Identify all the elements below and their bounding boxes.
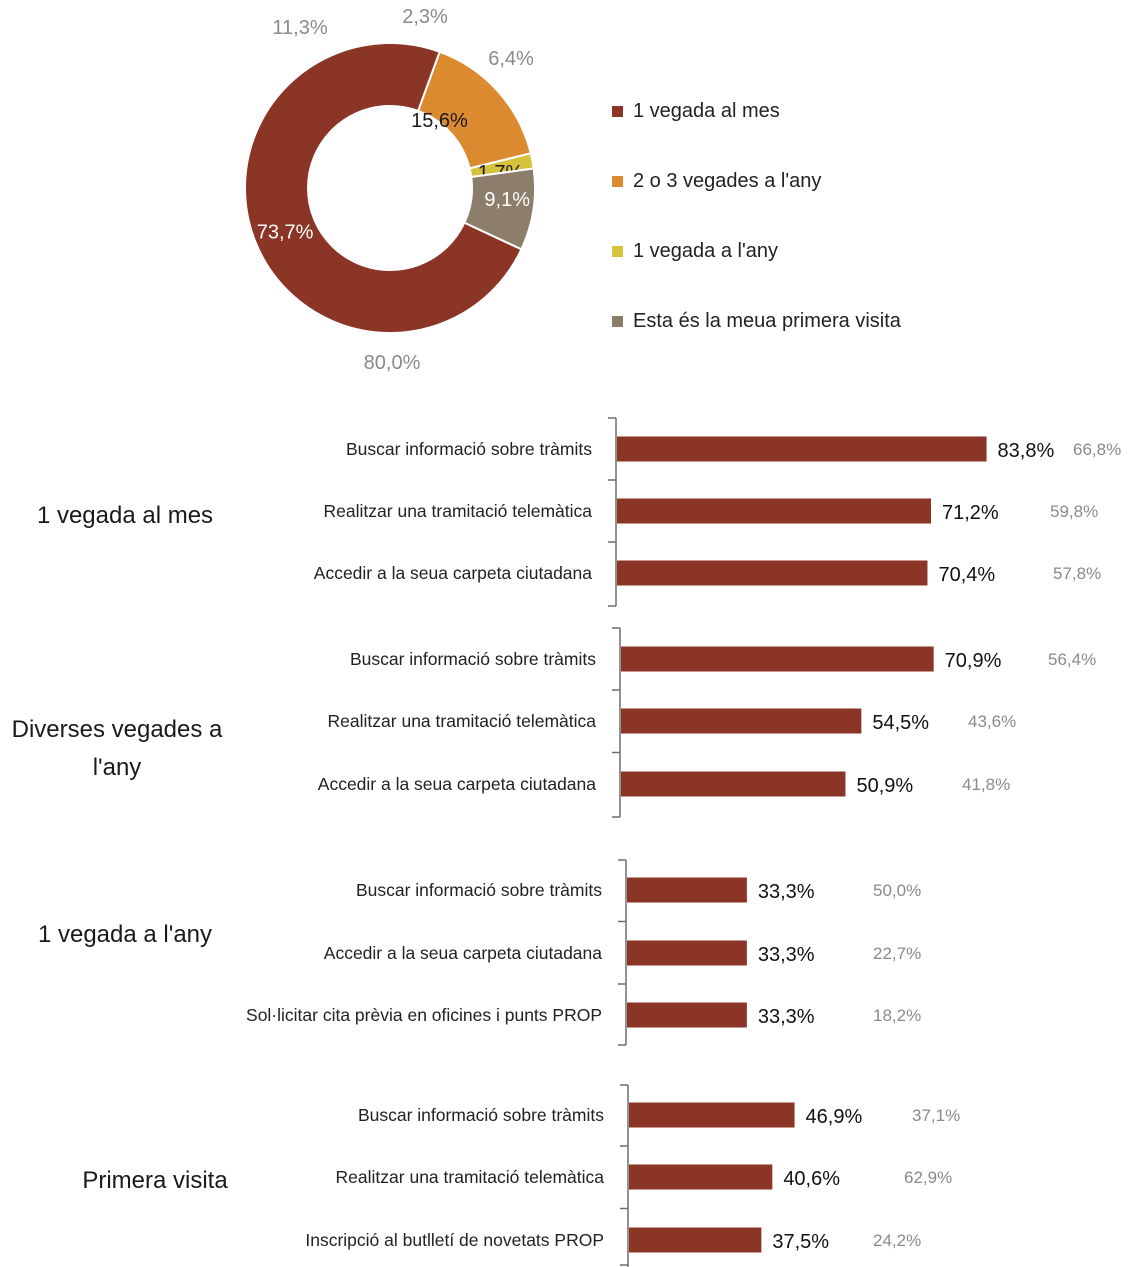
legend-label-yearly: 1 vegada a l'any bbox=[633, 239, 779, 262]
bar-category-label: Buscar informació sobre tràmits bbox=[350, 649, 596, 669]
legend-swatch-first bbox=[612, 315, 623, 327]
group-title-yearly: 1 vegada a l'any bbox=[37, 921, 213, 948]
bar-comparison-label: 24,2% bbox=[873, 1231, 921, 1250]
bar-value-label: 70,4% bbox=[938, 564, 995, 586]
bar bbox=[621, 646, 934, 672]
bar-comparison-label: 62,9% bbox=[904, 1168, 952, 1187]
bar bbox=[629, 1102, 795, 1128]
bar-comparison-label: 41,8% bbox=[962, 775, 1010, 794]
bar-category-label: Realitzar una tramitació telemàtica bbox=[328, 711, 597, 731]
bar-comparison-label: 59,8% bbox=[1050, 502, 1098, 521]
donut-value-label: 15,6% bbox=[411, 110, 468, 132]
bar-comparison-label: 50,0% bbox=[873, 881, 921, 900]
donut-slice bbox=[462, 167, 536, 251]
bar-comparison-label: 57,8% bbox=[1053, 564, 1101, 583]
donut-comparison-label: 11,3% bbox=[272, 17, 327, 39]
donut-comparison-label: 6,4% bbox=[488, 48, 534, 70]
legend-item-monthly: 1 vegada al mes bbox=[612, 76, 901, 146]
group-title-first: Primera visita bbox=[82, 1167, 228, 1194]
legend-item-yearly: 1 vegada a l'any bbox=[612, 216, 901, 286]
legend-label-first: Esta és la meua primera visita bbox=[633, 309, 901, 332]
bar-value-label: 71,2% bbox=[942, 502, 999, 524]
bar-category-label: Inscripció al butlletí de novetats PROP bbox=[305, 1230, 604, 1250]
bar-category-label: Realitzar una tramitació telemàtica bbox=[324, 501, 593, 521]
bar bbox=[621, 708, 862, 734]
donut-comparison-label: 80,0% bbox=[364, 352, 421, 374]
bar bbox=[617, 436, 987, 462]
bar-value-label: 83,8% bbox=[998, 440, 1055, 462]
bar-value-label: 33,3% bbox=[758, 944, 815, 966]
bar bbox=[627, 877, 747, 903]
bar-value-label: 50,9% bbox=[856, 775, 913, 797]
bar-category-label: Buscar informació sobre tràmits bbox=[356, 880, 602, 900]
bar-category-label: Sol·licitar cita prèvia en oficines i pu… bbox=[246, 1005, 602, 1025]
donut-value-label: 9,1% bbox=[484, 189, 530, 211]
bar-value-label: 33,3% bbox=[758, 881, 815, 903]
bar-category-label: Realitzar una tramitació telemàtica bbox=[336, 1167, 605, 1187]
bar bbox=[627, 1002, 747, 1028]
legend-item-two-three: 2 o 3 vegades a l'any bbox=[612, 146, 901, 216]
bar-category-label: Accedir a la seua carpeta ciutadana bbox=[318, 774, 596, 794]
legend-label-monthly: 1 vegada al mes bbox=[633, 99, 780, 122]
bar-value-label: 46,9% bbox=[806, 1106, 863, 1128]
bar-category-label: Accedir a la seua carpeta ciutadana bbox=[314, 563, 592, 583]
bar-value-label: 33,3% bbox=[758, 1006, 815, 1028]
legend-label-two-three: 2 o 3 vegades a l'any bbox=[633, 169, 822, 192]
legend-item-first: Esta és la meua primera visita bbox=[612, 286, 901, 356]
donut-comparison-label: 2,3% bbox=[402, 6, 448, 28]
bar bbox=[617, 560, 928, 586]
bar-category-label: Buscar informació sobre tràmits bbox=[346, 439, 592, 459]
donut-chart: 73,7%80,0%15,6%11,3%1,7%2,3%9,1%6,4% bbox=[244, 6, 536, 374]
group-title-monthly: 1 vegada al mes bbox=[36, 502, 214, 529]
bar-value-label: 54,5% bbox=[872, 712, 929, 734]
bar-comparison-label: 43,6% bbox=[968, 712, 1016, 731]
legend-swatch-two-three bbox=[612, 175, 623, 187]
bar-category-label: Accedir a la seua carpeta ciutadana bbox=[324, 943, 602, 963]
bar-comparison-label: 37,1% bbox=[912, 1106, 960, 1125]
bar-value-label: 70,9% bbox=[945, 650, 1002, 672]
bar-comparison-label: 66,8% bbox=[1073, 440, 1121, 459]
bar-value-label: 40,6% bbox=[783, 1168, 840, 1190]
bar-value-label: 37,5% bbox=[772, 1231, 829, 1253]
bar bbox=[627, 940, 747, 966]
bar bbox=[629, 1227, 762, 1253]
bar-category-label: Buscar informació sobre tràmits bbox=[358, 1105, 604, 1125]
donut-slice bbox=[244, 42, 523, 334]
legend-swatch-yearly bbox=[612, 245, 623, 257]
bar-comparison-label: 56,4% bbox=[1048, 650, 1096, 669]
donut-value-label: 73,7% bbox=[257, 221, 314, 243]
bar bbox=[617, 498, 931, 524]
legend-swatch-monthly bbox=[612, 105, 623, 117]
bar bbox=[629, 1164, 773, 1190]
group-title-several: Diverses vegades a l'any bbox=[11, 716, 223, 781]
bar-comparison-label: 22,7% bbox=[873, 944, 921, 963]
bar bbox=[621, 771, 846, 797]
donut-legend: 1 vegada al mes 2 o 3 vegades a l'any 1 … bbox=[612, 76, 901, 356]
bar-comparison-label: 18,2% bbox=[873, 1006, 921, 1025]
